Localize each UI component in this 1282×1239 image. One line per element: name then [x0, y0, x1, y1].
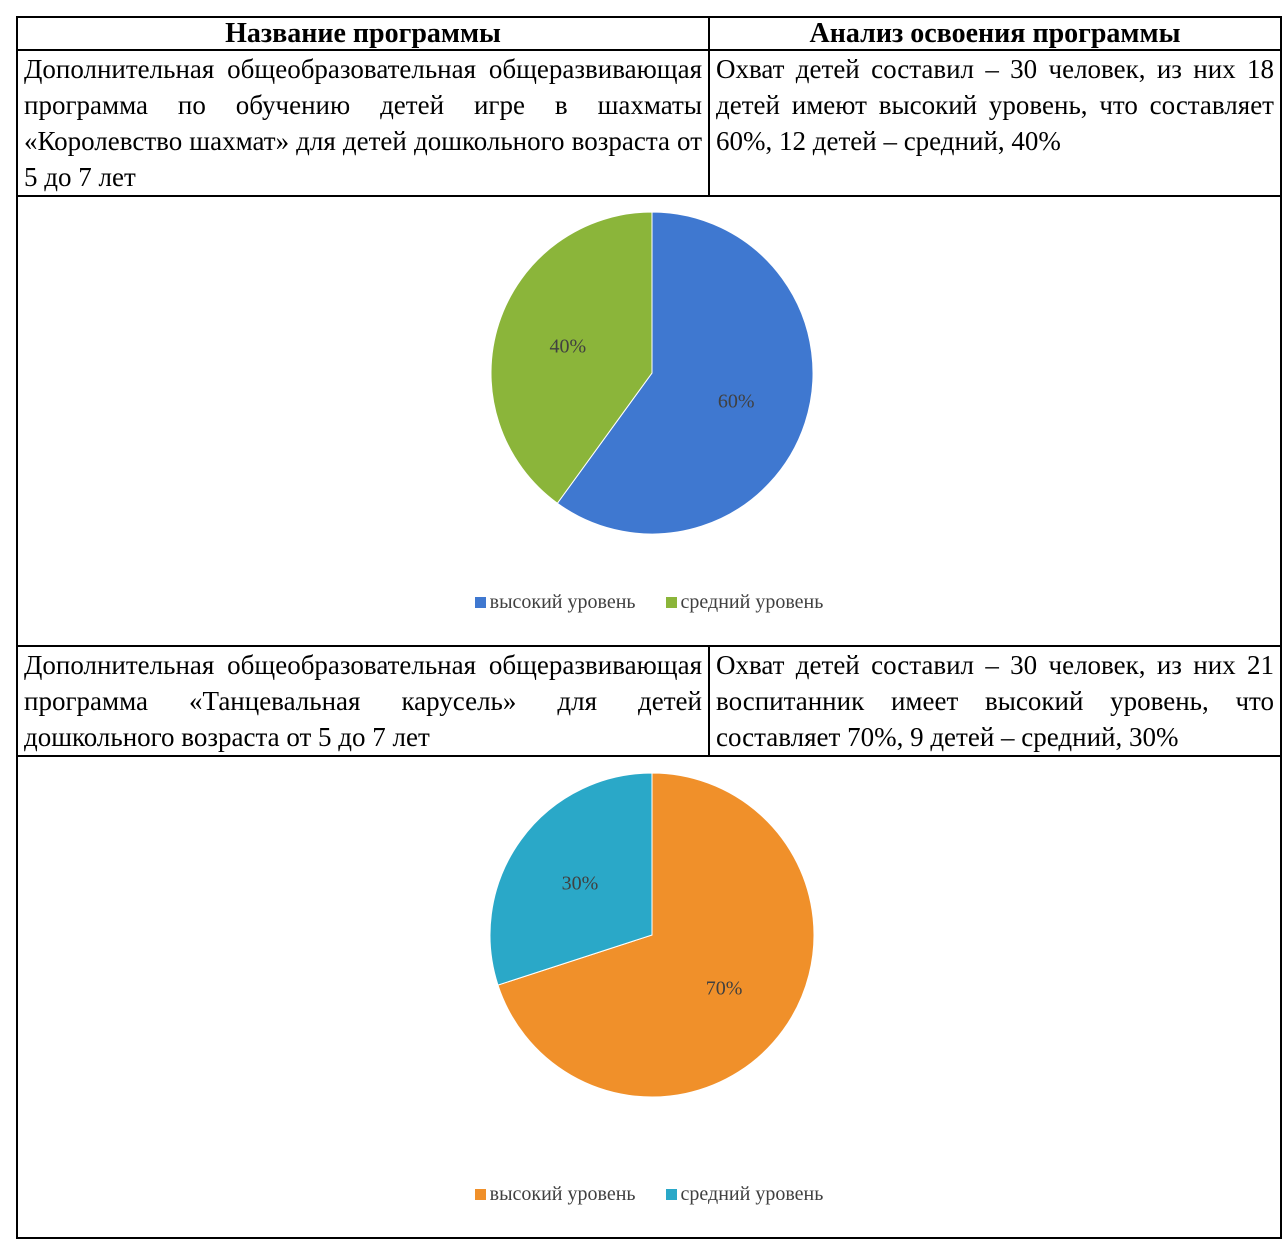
table-row: Дополнительная общеобразовательная общер… [16, 49, 1282, 197]
slice-data-label: 30% [562, 873, 599, 895]
pie-chart-2-svg: 70% 30% [489, 772, 815, 1098]
analysis-cell: Охват детей составил – 30 человек, из ни… [708, 645, 1282, 757]
pie-slice [489, 772, 653, 986]
table-row: Дополнительная общеобразовательная общер… [16, 645, 1282, 757]
slice-data-label: 40% [549, 336, 586, 358]
pie-chart-1-svg: 60% 40% [490, 211, 814, 535]
pie-slice [497, 772, 815, 1098]
program-analysis-table: Название программы Анализ освоения прогр… [16, 16, 1282, 1239]
chart-row: 60% 40% высокий уровень средний уровень [16, 195, 1282, 647]
table-header-row: Название программы Анализ освоения прогр… [16, 16, 1282, 51]
legend-item: средний уровень [665, 591, 824, 614]
legend-swatch [474, 1189, 486, 1200]
pie-chart-2-legend: высокий уровень средний уровень [18, 1183, 1280, 1206]
legend-item: средний уровень [665, 1183, 824, 1206]
legend-swatch [665, 1189, 677, 1200]
legend-item: высокий уровень [474, 1183, 636, 1206]
analysis-cell: Охват детей составил – 30 человек, из ни… [708, 49, 1282, 197]
legend-label: высокий уровень [489, 1183, 636, 1205]
header-analysis: Анализ освоения программы [708, 16, 1282, 51]
program-name-cell: Дополнительная общеобразовательная общер… [16, 49, 710, 197]
legend-swatch [474, 597, 486, 608]
slice-data-label: 70% [706, 977, 743, 999]
chart-row: 70% 30% высокий уровень средний уровень [16, 755, 1282, 1239]
slice-data-label: 60% [718, 390, 755, 412]
legend-item: высокий уровень [474, 591, 636, 614]
header-program-name: Название программы [16, 16, 710, 51]
legend-label: средний уровень [680, 1183, 824, 1205]
legend-swatch [665, 597, 677, 608]
pie-chart-2: 70% 30% высокий уровень средний уровень [16, 755, 1282, 1239]
program-name-cell: Дополнительная общеобразовательная общер… [16, 645, 710, 757]
legend-label: высокий уровень [489, 591, 636, 613]
pie-slice [556, 211, 814, 535]
pie-chart-1-legend: высокий уровень средний уровень [18, 591, 1280, 614]
pie-chart-1: 60% 40% высокий уровень средний уровень [16, 195, 1282, 647]
legend-label: средний уровень [680, 591, 824, 613]
pie-slice [490, 211, 653, 504]
